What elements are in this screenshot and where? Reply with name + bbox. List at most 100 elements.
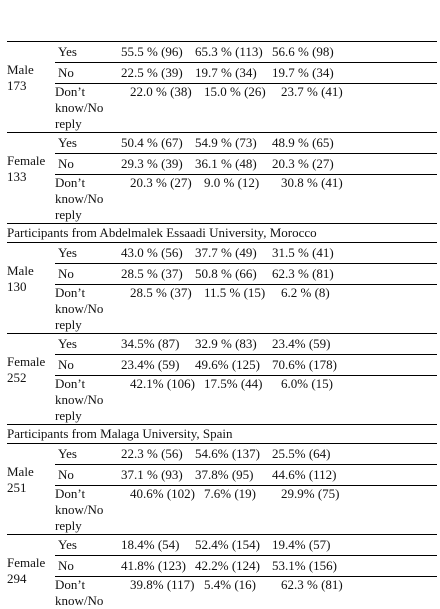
sex: Male — [7, 62, 34, 77]
value: 37.1 % (93) — [121, 464, 195, 486]
count: 173 — [7, 78, 27, 93]
value: 6.0% (15) — [272, 375, 437, 425]
response: No — [55, 153, 121, 175]
value: 22.5 % (39) — [121, 62, 195, 84]
value: 62.3 % (81) — [272, 576, 437, 609]
value: 48.9 % (65) — [272, 132, 437, 154]
value: 23.7 % (41) — [272, 83, 437, 133]
data-row: Don’t know/No reply 20.3 % (27) 9.0 % (12)… — [7, 174, 437, 224]
value: 62.3 % (81) — [272, 263, 437, 285]
value: 31.5 % (41) — [272, 242, 437, 264]
value: 50.4 % (67) — [121, 132, 195, 154]
value: 22.0 % (38) — [121, 83, 195, 133]
count: 133 — [7, 169, 27, 184]
value: 19.7 % (34) — [195, 62, 272, 84]
response: Yes — [55, 242, 121, 264]
data-row: Male 130 Yes 43.0 % (56) 37.7 % (49) 31.5 % (… — [7, 242, 437, 334]
value: 50.8 % (66) — [195, 263, 272, 285]
value: 56.6 % (98) — [272, 41, 437, 63]
response: Don’t know/No reply — [55, 375, 121, 425]
data-row: Male 251 Yes 22.3 % (56) 54.6% (137) 25.5% (6… — [7, 443, 437, 535]
response: No — [55, 263, 121, 285]
count: 251 — [7, 480, 27, 495]
response: No — [55, 555, 121, 577]
value: 23.4% (59) — [272, 333, 437, 355]
response: Yes — [55, 132, 121, 154]
data-row: Don’t know/No reply 42.1% (106) 17.5% (44)… — [7, 375, 437, 425]
data-row: Don’t know/No reply39.8% (117)5.4% (16)6… — [7, 576, 437, 609]
count: 252 — [7, 370, 27, 385]
value: 49.6% (125) — [195, 354, 272, 376]
value: 17.5% (44) — [195, 375, 272, 425]
data-row: Don’t know/No reply 40.6% (102) 7.6% (19) 2… — [7, 485, 437, 535]
group-label: Male 130 — [7, 242, 55, 334]
value: 20.3 % (27) — [272, 153, 437, 175]
value: 29.3 % (39) — [121, 153, 195, 175]
value: 54.9 % (73) — [195, 132, 272, 154]
data-row: No 41.8% (123) 42.2% (124) 53.1% (156) — [7, 555, 437, 577]
table-body: Male 173 Yes 55.5 % (96) 65.3 % (113) 56.6 % … — [7, 41, 437, 609]
value: 41.8% (123) — [121, 555, 195, 577]
value: 22.3 % (56) — [121, 443, 195, 465]
value: 34.5% (87) — [121, 333, 195, 355]
value: 7.6% (19) — [195, 485, 272, 535]
value: 20.3 % (27) — [121, 174, 195, 224]
value: 39.8% (117) — [121, 576, 195, 609]
value: 40.6% (102) — [121, 485, 195, 535]
response: Don’t know/No reply — [55, 174, 121, 224]
value: 9.0 % (12) — [195, 174, 272, 224]
count: 130 — [7, 279, 27, 294]
group-label: Male 173 — [7, 41, 55, 133]
response: Yes — [55, 333, 121, 355]
value: 70.6% (178) — [272, 354, 437, 376]
section-row: Participants from Malaga University, Spa… — [7, 424, 437, 444]
value: 23.4% (59) — [121, 354, 195, 376]
value: 18.4% (54) — [121, 534, 195, 556]
response: Yes — [55, 41, 121, 63]
data-row: No 37.1 % (93) 37.8% (95) 44.6% (112) — [7, 464, 437, 486]
value: 19.7 % (34) — [272, 62, 437, 84]
value: 30.8 % (41) — [272, 174, 437, 224]
value: 11.5 % (15) — [195, 284, 272, 334]
section-title: Participants from Abdelmalek Essaadi Uni… — [7, 223, 437, 243]
response: Don’t know/No reply — [55, 284, 121, 334]
value: 19.4% (57) — [272, 534, 437, 556]
response: Yes — [55, 443, 121, 465]
value: 32.9 % (83) — [195, 333, 272, 355]
group-label: Female 252 — [7, 333, 55, 425]
sex: Female — [7, 354, 46, 369]
data-row: No 28.5 % (37) 50.8 % (66) 62.3 % (81) — [7, 263, 437, 285]
sex: Female — [7, 153, 46, 168]
value: 53.1% (156) — [272, 555, 437, 577]
results-table: Male 173 Yes 55.5 % (96) 65.3 % (113) 56.6 % … — [7, 41, 437, 609]
data-row: Female 294 Yes 18.4% (54) 52.4% (154) 19.4% (… — [7, 534, 437, 609]
data-row: Don’t know/No reply 28.5 % (37) 11.5 % (15… — [7, 284, 437, 334]
group-label: Female 294 — [7, 534, 55, 609]
value: 5.4% (16) — [195, 576, 272, 609]
value: 15.0 % (26) — [195, 83, 272, 133]
data-row: No 29.3 % (39) 36.1 % (48) 20.3 % (27) — [7, 153, 437, 175]
value: 37.8% (95) — [195, 464, 272, 486]
sex: Male — [7, 263, 34, 278]
data-row: No 22.5 % (39) 19.7 % (34) 19.7 % (34) — [7, 62, 437, 84]
section-row: Participants from Abdelmalek Essaadi Uni… — [7, 223, 437, 243]
group-label: Male 251 — [7, 443, 55, 535]
value: 65.3 % (113) — [195, 41, 272, 63]
value: 29.9% (75) — [272, 485, 437, 535]
data-row: Female 252 Yes 34.5% (87) 32.9 % (83) 23.4% (… — [7, 333, 437, 425]
value: 28.5 % (37) — [121, 263, 195, 285]
response: Don’t know/No reply — [55, 485, 121, 535]
value: 37.7 % (49) — [195, 242, 272, 264]
response: No — [55, 464, 121, 486]
value: 44.6% (112) — [272, 464, 437, 486]
value: 43.0 % (56) — [121, 242, 195, 264]
value: 42.2% (124) — [195, 555, 272, 577]
value: 36.1 % (48) — [195, 153, 272, 175]
data-row: Female 133 Yes 50.4 % (67) 54.9 % (73) 48.9 %… — [7, 132, 437, 224]
sex: Female — [7, 555, 46, 570]
value: 54.6% (137) — [195, 443, 272, 465]
data-row: Don’t know/No reply 22.0 % (38) 15.0 % (26… — [7, 83, 437, 133]
response: No — [55, 62, 121, 84]
value: 55.5 % (96) — [121, 41, 195, 63]
